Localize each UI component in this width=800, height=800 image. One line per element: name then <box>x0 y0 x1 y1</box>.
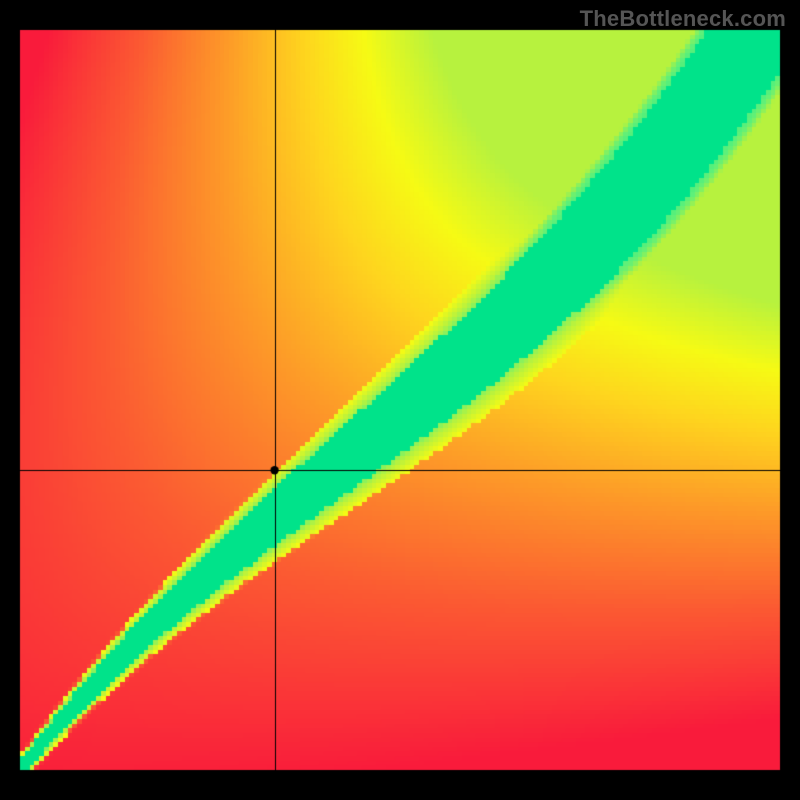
heatmap-canvas <box>0 0 800 800</box>
chart-container: TheBottleneck.com <box>0 0 800 800</box>
watermark-label: TheBottleneck.com <box>580 6 786 32</box>
